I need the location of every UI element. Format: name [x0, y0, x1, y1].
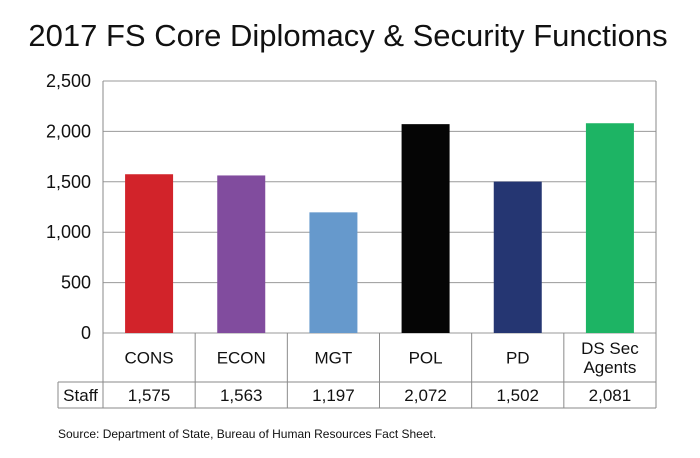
y-tick-label: 1,000	[46, 222, 91, 242]
bar	[217, 175, 266, 333]
bar	[493, 181, 542, 333]
source-note: Source: Department of State, Bureau of H…	[58, 427, 436, 441]
y-tick-label: 500	[61, 273, 91, 293]
bar	[585, 123, 634, 333]
x-category-label: CONS	[125, 349, 174, 368]
x-category-label: DS Sec Agents	[581, 339, 639, 377]
y-tick-label: 2,000	[46, 121, 91, 141]
y-tick-label: 2,500	[46, 71, 91, 91]
x-category-label: MGT	[315, 349, 353, 368]
y-tick-label: 0	[81, 323, 91, 343]
data-value-label: 1,502	[496, 386, 539, 405]
grid-lines	[102, 80, 657, 408]
data-value-label: 1,563	[220, 386, 263, 405]
data-value-label: 2,072	[404, 386, 447, 405]
data-value-label: 1,575	[128, 386, 171, 405]
bar	[401, 124, 450, 334]
bar	[125, 174, 174, 333]
series-name-label: Staff	[63, 386, 98, 405]
chart-title: 2017 FS Core Diplomacy & Security Functi…	[28, 18, 667, 53]
x-category-label: ECON	[217, 349, 266, 368]
data-value-label: 2,081	[589, 386, 632, 405]
x-category-label: PD	[506, 349, 530, 368]
bar	[309, 212, 358, 333]
x-category-label: POL	[409, 349, 443, 368]
data-value-label: 1,197	[312, 386, 355, 405]
data-table: CONS ECON MGT POL PD DS Sec Agents Staff 1,575 1,…	[57, 333, 656, 409]
y-axis-ticks: 0 500 1,000 1,500 2,000 2,500	[46, 71, 91, 343]
bars	[125, 123, 634, 334]
y-tick-label: 1,500	[46, 172, 91, 192]
